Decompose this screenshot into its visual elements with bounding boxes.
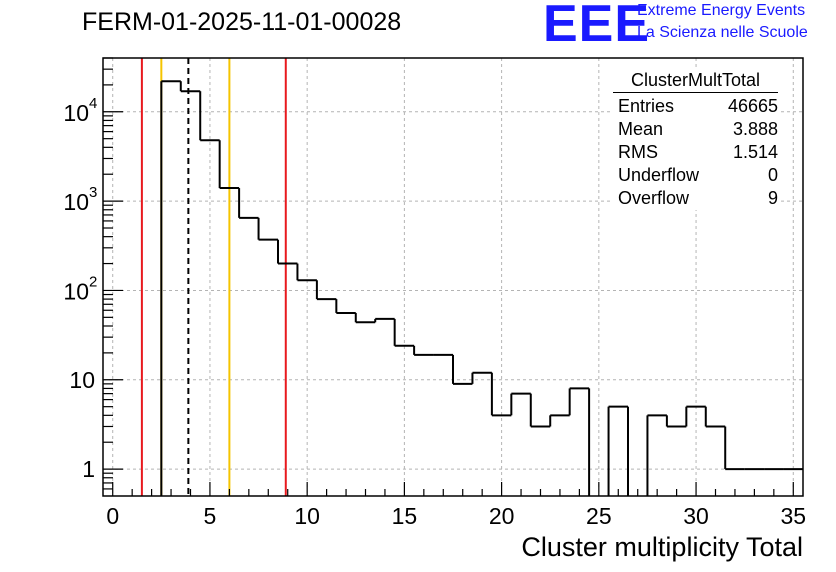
stats-row-underflow: Underflow 0	[613, 164, 778, 187]
stats-label: Entries	[618, 96, 675, 116]
brand-line-2: La Scienza nelle Scuole	[637, 24, 808, 41]
stats-row-rms: RMS 1.514	[613, 141, 778, 164]
y-tick-exponent: 2	[89, 273, 97, 290]
y-tick-label: 10	[63, 278, 89, 304]
stats-value: 46665	[727, 96, 778, 116]
x-tick-label: 15	[392, 503, 418, 529]
y-tick-exponent: 4	[89, 95, 97, 112]
stats-row-entries: Entries 46665	[613, 95, 778, 118]
y-tick-label: 10	[69, 367, 95, 393]
y-tick-label: 10	[63, 100, 89, 126]
stats-label: Overflow	[618, 188, 690, 208]
brand-line-1: Extreme Energy Events	[637, 2, 806, 19]
y-tick-label: 1	[82, 456, 95, 482]
y-tick-label: 10	[63, 189, 89, 215]
x-tick-label: 20	[489, 503, 515, 529]
stats-label: RMS	[618, 142, 658, 162]
x-tick-label: 35	[780, 503, 806, 529]
x-axis-label: Cluster multiplicity Total	[521, 532, 803, 562]
stats-label: Mean	[618, 119, 664, 139]
stats-row-mean: Mean 3.888	[613, 118, 778, 141]
run-title: FERM-01-2025-11-01-00028	[82, 8, 402, 36]
plot-frame	[102, 57, 804, 497]
stats-value: 9	[767, 188, 778, 208]
x-tick-label: 30	[683, 503, 709, 529]
x-tick-label: 0	[106, 503, 119, 529]
y-tick-exponent: 3	[89, 184, 97, 201]
stats-value: 0	[767, 165, 778, 185]
stats-label: Underflow	[618, 165, 700, 185]
x-tick-label: 25	[586, 503, 612, 529]
stats-value: 3.888	[732, 119, 778, 139]
x-tick-label: 10	[294, 503, 320, 529]
stats-row-overflow: Overflow 9	[613, 187, 778, 210]
eee-logo: EEE	[543, 0, 651, 53]
stats-box: ClusterMultTotal Entries 46665 Mean 3.888 …	[613, 70, 778, 210]
stats-value: 1.514	[732, 142, 778, 162]
stats-title: ClusterMultTotal	[613, 70, 778, 93]
x-tick-label: 5	[204, 503, 217, 529]
